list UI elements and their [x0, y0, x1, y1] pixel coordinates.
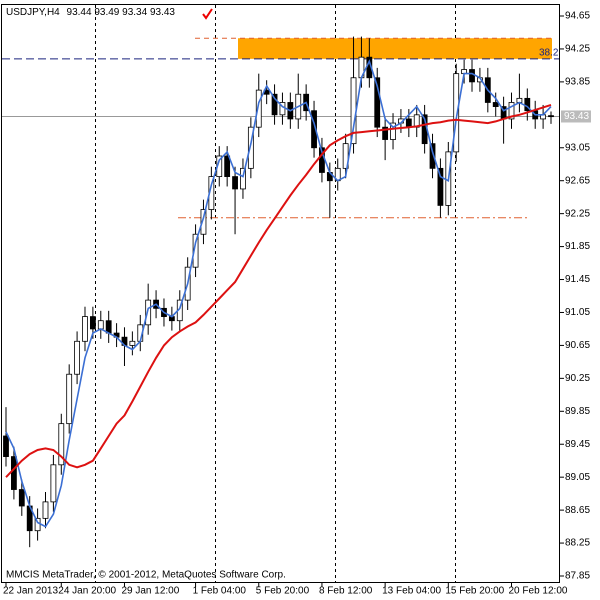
y-tick-label: 88.25: [565, 538, 590, 549]
candle-body: [437, 167, 444, 206]
y-tick-label: 89.45: [565, 439, 590, 450]
candle-body: [453, 73, 460, 153]
candle-body: [311, 110, 317, 149]
candle-body: [200, 209, 207, 235]
chart-header: USDJPY,H4 93.44 93.49 93.34 93.43: [6, 7, 175, 18]
candle-body: [66, 373, 73, 425]
candle-body: [145, 299, 152, 326]
candle-body: [271, 93, 278, 116]
last-open: 93.44: [67, 7, 92, 18]
x-tick-label: 24 Jan 20:00: [58, 586, 116, 597]
y-tick-label: 91.45: [565, 274, 590, 285]
x-tick-label: 22 Jan 2013: [3, 586, 58, 597]
candle-body: [548, 115, 554, 118]
ma-slow-line: [5, 103, 552, 478]
y-tick-label: 91.85: [565, 241, 590, 252]
candle-body: [192, 233, 199, 268]
candle-body: [18, 489, 25, 507]
candle-body: [405, 118, 412, 128]
footer: MMCIS MetaTrader, © 2001-2012, MetaQuote…: [6, 570, 286, 581]
candle-body: [58, 423, 65, 466]
x-tick-label: 1 Feb 04:00: [193, 586, 247, 597]
candle-body: [247, 126, 254, 169]
candle-body: [82, 316, 88, 342]
candle-body: [74, 340, 80, 375]
x-tick-label: 15 Feb 20:00: [445, 586, 504, 597]
x-tick-label: 13 Feb 04:00: [382, 586, 441, 597]
candle-body: [508, 102, 515, 120]
y-tick-label: 92.25: [565, 208, 590, 219]
candle-body: [469, 69, 475, 83]
candle-body: [492, 102, 499, 107]
y-tick-label: 92.65: [565, 175, 590, 186]
y-tick-label: 89.85: [565, 406, 590, 417]
y-tick-label: 94.65: [565, 11, 590, 22]
candle-body: [3, 435, 9, 457]
y-tick-label: 88.65: [565, 505, 590, 516]
candle-body: [105, 320, 112, 334]
plot-frame: [1, 4, 560, 583]
candle-body: [240, 167, 246, 190]
candle-body: [89, 316, 96, 330]
y-tick-label: 93.85: [565, 77, 590, 88]
candle-body: [42, 501, 49, 519]
candle-body: [390, 122, 396, 140]
candle-body: [429, 143, 436, 169]
y-tick-label: 89.05: [565, 472, 590, 483]
candle-body: [10, 456, 17, 490]
symbol: USDJPY,H4: [6, 7, 60, 18]
y-tick-label: 87.85: [565, 571, 590, 582]
x-tick-label: 29 Jan 12:00: [121, 586, 179, 597]
check-icon: [202, 8, 213, 20]
ma-fast-line: [5, 59, 552, 528]
price-label: 93.43: [564, 111, 589, 122]
price-label-box: [561, 110, 591, 123]
candle-body: [50, 464, 57, 503]
candle-body: [382, 126, 389, 140]
y-tick-label: 91.05: [565, 307, 590, 318]
x-tick-label: 5 Feb 20:00: [256, 586, 310, 597]
last-high: 93.49: [94, 7, 119, 18]
last-close: 93.43: [150, 7, 175, 18]
candle-body: [97, 320, 104, 330]
last-low: 93.34: [122, 7, 147, 18]
candle-body: [255, 89, 262, 128]
candle-body: [129, 340, 136, 346]
x-tick-label: 8 Feb 12:00: [319, 586, 373, 597]
y-tick-label: 90.25: [565, 373, 590, 384]
x-tick-label: 20 Feb 12:00: [509, 586, 568, 597]
fib-label: 38.2: [539, 47, 559, 58]
zone: [238, 38, 552, 59]
candle-body: [374, 77, 381, 128]
y-tick-label: 94.25: [565, 44, 590, 55]
y-tick-label: 93.05: [565, 142, 590, 153]
candle-body: [232, 176, 238, 190]
candle-body: [224, 155, 231, 177]
y-tick-label: 90.65: [565, 340, 590, 351]
